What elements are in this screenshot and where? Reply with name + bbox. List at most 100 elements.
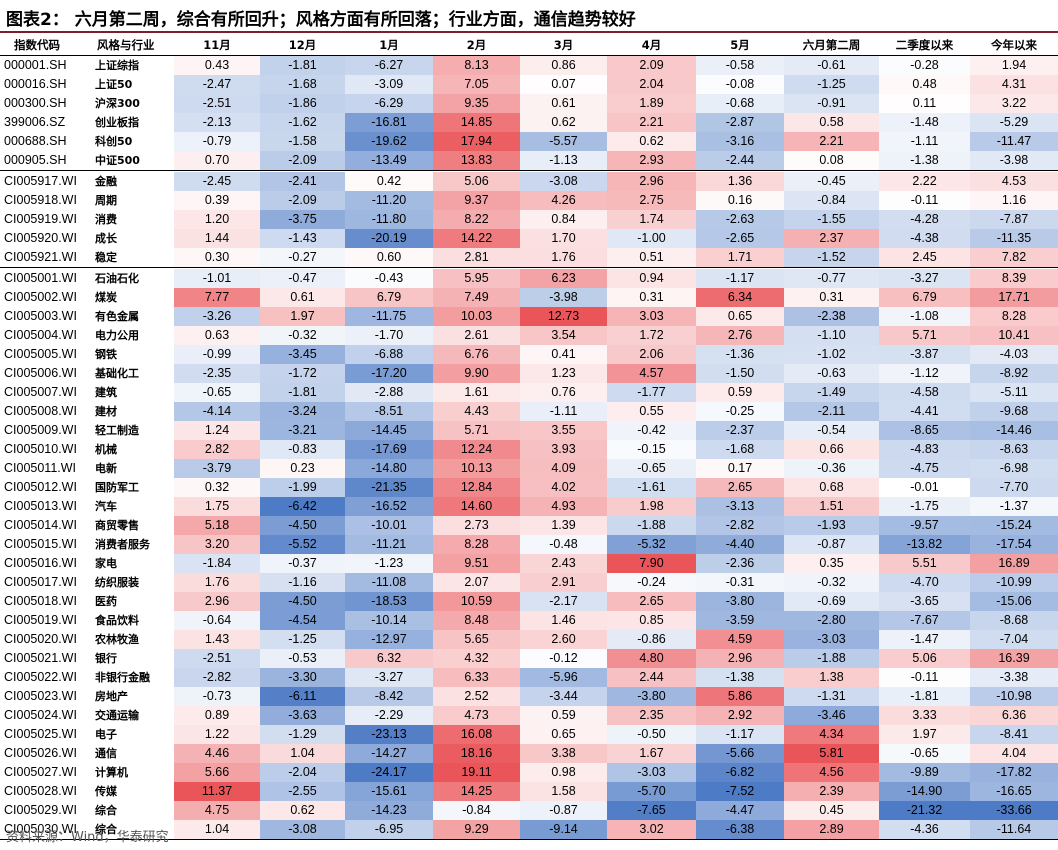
value-cell: 9.35 [433, 94, 520, 113]
index-name: 中证500 [95, 154, 140, 167]
value-cell: 6.33 [433, 668, 520, 687]
value-cell: -16.81 [345, 113, 433, 132]
value-cell: -3.27 [879, 269, 970, 288]
value-cell: 0.59 [520, 706, 607, 725]
index-code: CI005030.WI [4, 822, 77, 836]
index-code: CI005919.WI [4, 212, 77, 226]
value-cell: 2.37 [784, 229, 879, 248]
column-header: 12月 [288, 38, 317, 52]
value-cell: -3.44 [520, 687, 607, 706]
value-cell: 9.29 [433, 820, 520, 839]
value-cell: 0.65 [520, 725, 607, 744]
column-header: 5月 [730, 38, 750, 52]
column-header: 风格与行业 [97, 38, 155, 52]
value-cell: -0.50 [607, 725, 696, 744]
value-cell: -1.31 [784, 687, 879, 706]
value-cell: 1.04 [260, 744, 345, 763]
value-cell: -1.00 [607, 229, 696, 248]
value-cell: 1.97 [260, 307, 345, 326]
value-cell: 2.65 [607, 592, 696, 611]
value-cell: -3.38 [970, 668, 1058, 687]
value-cell: -9.14 [520, 820, 607, 839]
value-cell: -3.46 [784, 706, 879, 725]
value-cell: -0.68 [696, 94, 784, 113]
value-cell: -11.47 [970, 132, 1058, 151]
value-cell: -1.10 [784, 326, 879, 345]
value-cell: 8.39 [970, 269, 1058, 288]
value-cell: -2.09 [260, 151, 345, 170]
value-cell: -1.70 [345, 326, 433, 345]
value-cell: -1.29 [260, 725, 345, 744]
value-cell: 0.65 [696, 307, 784, 326]
value-cell: 0.63 [174, 326, 260, 345]
index-name: 科创50 [95, 135, 133, 148]
value-cell: -1.84 [174, 554, 260, 573]
value-cell: -20.19 [345, 229, 433, 248]
value-cell: 0.70 [174, 151, 260, 170]
value-cell: 3.22 [970, 94, 1058, 113]
group-separator [0, 170, 1058, 171]
value-cell: -1.68 [260, 75, 345, 94]
value-cell: 0.55 [607, 402, 696, 421]
value-cell: 2.39 [784, 782, 879, 801]
value-cell: 4.80 [607, 649, 696, 668]
value-cell: -2.09 [260, 191, 345, 210]
value-cell: -4.75 [879, 459, 970, 478]
value-cell: 8.48 [433, 611, 520, 630]
value-cell: 2.89 [784, 820, 879, 839]
value-cell: -3.87 [879, 345, 970, 364]
index-name: 上证综指 [95, 59, 139, 72]
value-cell: 4.34 [784, 725, 879, 744]
index-code: CI005020.WI [4, 632, 77, 646]
value-cell: -4.40 [696, 535, 784, 554]
value-cell: 1.16 [970, 191, 1058, 210]
value-cell: -1.62 [260, 113, 345, 132]
value-cell: -3.13 [696, 497, 784, 516]
value-cell: -3.03 [607, 763, 696, 782]
value-cell: -2.55 [260, 782, 345, 801]
value-cell: -2.51 [174, 649, 260, 668]
value-cell: -0.48 [520, 535, 607, 554]
value-cell: 0.31 [607, 288, 696, 307]
value-cell: 0.86 [520, 56, 607, 75]
value-cell: 8.28 [433, 535, 520, 554]
index-code: CI005918.WI [4, 193, 77, 207]
value-cell: -5.29 [970, 113, 1058, 132]
index-name: 沪深300 [95, 97, 140, 110]
column-header: 11月 [203, 38, 231, 52]
value-cell: -4.58 [879, 383, 970, 402]
value-cell: 0.62 [607, 132, 696, 151]
value-cell: 6.34 [696, 288, 784, 307]
value-cell: 17.94 [433, 132, 520, 151]
value-cell: 0.66 [784, 440, 879, 459]
value-cell: 6.32 [345, 649, 433, 668]
value-cell: 17.71 [970, 288, 1058, 307]
value-cell: -0.25 [696, 402, 784, 421]
value-cell: 5.81 [784, 744, 879, 763]
value-cell: -10.99 [970, 573, 1058, 592]
value-cell: -5.52 [260, 535, 345, 554]
value-cell: 0.62 [260, 801, 345, 820]
value-cell: 3.02 [607, 820, 696, 839]
value-cell: 12.73 [520, 307, 607, 326]
value-cell: 1.22 [174, 725, 260, 744]
index-code: CI005002.WI [4, 290, 77, 304]
value-cell: 16.39 [970, 649, 1058, 668]
index-code: CI005007.WI [4, 385, 77, 399]
value-cell: 6.76 [433, 345, 520, 364]
value-cell: 2.22 [879, 172, 970, 191]
value-cell: 4.31 [970, 75, 1058, 94]
value-cell: -2.82 [174, 668, 260, 687]
value-cell: 0.17 [696, 459, 784, 478]
value-cell: -1.50 [696, 364, 784, 383]
value-cell: -1.01 [174, 269, 260, 288]
value-cell: -0.86 [607, 630, 696, 649]
value-cell: -7.70 [970, 478, 1058, 497]
index-name: 农林牧渔 [95, 633, 139, 646]
value-cell: -7.67 [879, 611, 970, 630]
value-cell: -0.32 [260, 326, 345, 345]
value-cell: 2.61 [433, 326, 520, 345]
value-cell: -9.68 [970, 402, 1058, 421]
value-cell: 3.38 [520, 744, 607, 763]
index-name: 电力公用 [95, 329, 139, 342]
